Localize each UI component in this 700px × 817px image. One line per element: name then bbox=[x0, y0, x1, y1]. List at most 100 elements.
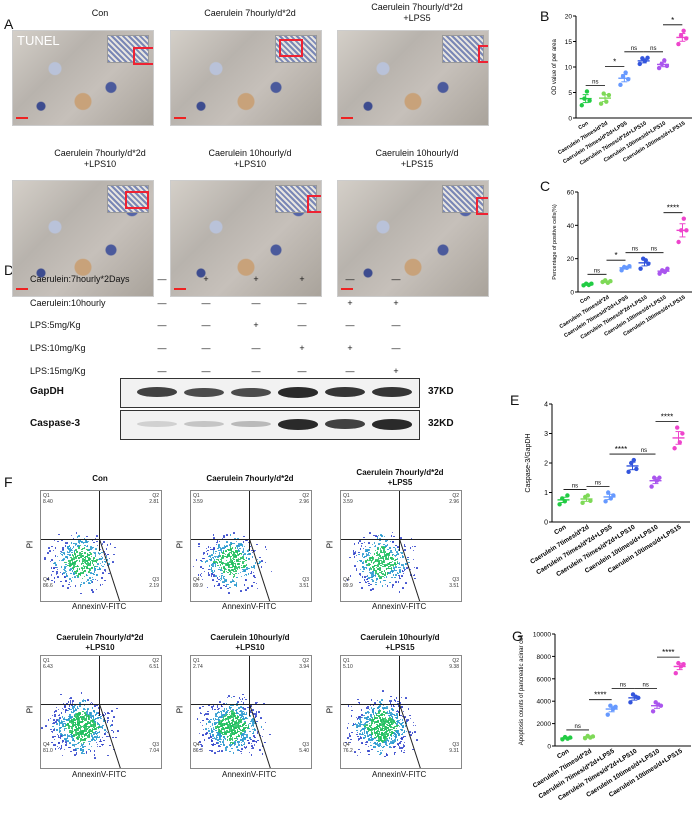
flow-event-dot bbox=[82, 547, 84, 550]
flow-event-dot bbox=[228, 564, 231, 566]
flow-event-dot bbox=[66, 557, 69, 559]
flow-event-dot bbox=[358, 725, 360, 727]
flow-event-dot bbox=[81, 713, 84, 716]
flow-event-dot bbox=[237, 724, 239, 726]
flow-event-dot bbox=[245, 735, 248, 738]
flow-event-dot bbox=[224, 738, 227, 740]
flow-event-dot bbox=[216, 708, 219, 711]
flow-event-dot bbox=[91, 735, 93, 738]
flow-event-dot bbox=[99, 739, 102, 741]
flow-event-dot bbox=[62, 723, 64, 725]
flow-event-dot bbox=[384, 732, 386, 735]
flow-title-line1: Con bbox=[92, 474, 108, 483]
significance-label: ns bbox=[651, 247, 657, 253]
flow-event-dot bbox=[392, 540, 395, 543]
flow-event-dot bbox=[231, 563, 233, 565]
flow-event-dot bbox=[394, 559, 396, 562]
y-tick-label: 1 bbox=[544, 490, 548, 497]
flow-event-dot bbox=[202, 734, 204, 736]
flow-event-dot bbox=[370, 715, 372, 718]
flow-event-dot bbox=[215, 713, 217, 715]
flow-event-dot bbox=[111, 720, 114, 722]
flow-event-dot bbox=[381, 740, 383, 742]
flow-event-dot bbox=[237, 740, 239, 743]
flow-event-dot bbox=[245, 736, 247, 739]
flow-event-dot bbox=[227, 709, 229, 712]
flow-event-dot bbox=[393, 733, 396, 735]
flow-event-dot bbox=[221, 714, 223, 716]
flow-event-dot bbox=[73, 718, 75, 720]
y-tick-label: 15 bbox=[565, 39, 573, 46]
flow-event-dot bbox=[213, 574, 215, 576]
flow-event-dot bbox=[99, 745, 101, 748]
flow-event-dot bbox=[255, 711, 258, 713]
flow-event-dot bbox=[395, 566, 397, 568]
flow-event-dot bbox=[374, 545, 377, 547]
flow-event-dot bbox=[85, 737, 88, 740]
flow-event-dot bbox=[212, 556, 214, 559]
flow-event-dot bbox=[375, 581, 377, 584]
flow-event-dot bbox=[69, 702, 72, 704]
flow-event-dot bbox=[216, 736, 218, 739]
flow-event-dot bbox=[248, 751, 251, 753]
flow-event-dot bbox=[63, 716, 66, 719]
flow-event-dot bbox=[372, 588, 374, 590]
flow-event-dot bbox=[53, 562, 55, 565]
flow-event-dot bbox=[224, 555, 226, 558]
flow-event-dot bbox=[363, 723, 365, 725]
flow-event-dot bbox=[374, 742, 376, 744]
significance-label: ns bbox=[574, 724, 580, 730]
y-axis-label: Apoptosis counts of pancreatic acinar ce… bbox=[519, 635, 525, 745]
flow-event-dot bbox=[81, 568, 84, 570]
flow-event-dot bbox=[390, 733, 393, 735]
flow-event-dot bbox=[387, 565, 390, 568]
flow-event-dot bbox=[407, 556, 409, 559]
flow-event-dot bbox=[86, 709, 89, 711]
flow-event-dot bbox=[104, 729, 106, 731]
flow-event-dot bbox=[371, 720, 373, 722]
flow-event-dot bbox=[380, 719, 383, 721]
flow-event-dot bbox=[58, 724, 61, 726]
flow-event-dot bbox=[72, 542, 75, 545]
flow-event-dot bbox=[84, 565, 87, 568]
flow-event-dot bbox=[60, 726, 62, 729]
flow-event-dot bbox=[383, 723, 386, 725]
flow-event-dot bbox=[53, 581, 56, 583]
flow-event-dot bbox=[378, 560, 381, 562]
flow-event-dot bbox=[83, 726, 85, 729]
flow-event-dot bbox=[414, 577, 416, 580]
flow-event-dot bbox=[75, 532, 78, 534]
flow-event-dot bbox=[90, 716, 93, 718]
flow-event-dot bbox=[219, 732, 221, 734]
flow-event-dot bbox=[66, 702, 68, 705]
flow-event-dot bbox=[379, 753, 381, 756]
flow-event-dot bbox=[234, 547, 237, 549]
flow-event-dot bbox=[227, 569, 230, 571]
y-axis-label: Caspase-3/GapDH bbox=[525, 433, 532, 492]
flow-event-dot bbox=[228, 549, 230, 551]
flow-event-dot bbox=[382, 557, 384, 559]
flow-event-dot bbox=[391, 586, 394, 588]
flow-event-dot bbox=[412, 549, 415, 552]
flow-event-dot bbox=[229, 730, 231, 732]
flow-event-dot bbox=[60, 722, 63, 724]
data-point bbox=[649, 484, 654, 489]
flow-event-dot bbox=[394, 729, 396, 732]
flow-event-dot bbox=[219, 745, 222, 748]
flow-event-dot bbox=[99, 726, 101, 728]
flow-event-dot bbox=[95, 728, 97, 731]
treatment-sign: + bbox=[299, 343, 305, 353]
flow-event-dot bbox=[94, 739, 96, 742]
flow-event-dot bbox=[74, 732, 77, 735]
flow-event-dot bbox=[366, 741, 368, 743]
flow-event-dot bbox=[231, 569, 233, 571]
flow-event-dot bbox=[369, 563, 371, 566]
flow-event-dot bbox=[381, 728, 383, 730]
data-point bbox=[560, 496, 565, 501]
flow-event-dot bbox=[369, 718, 371, 720]
flow-event-dot bbox=[355, 716, 358, 719]
flow-event-dot bbox=[217, 708, 219, 710]
flow-event-dot bbox=[367, 745, 370, 748]
region-of-interest-box bbox=[476, 197, 488, 215]
flow-y-axis-label: PI bbox=[325, 705, 335, 714]
